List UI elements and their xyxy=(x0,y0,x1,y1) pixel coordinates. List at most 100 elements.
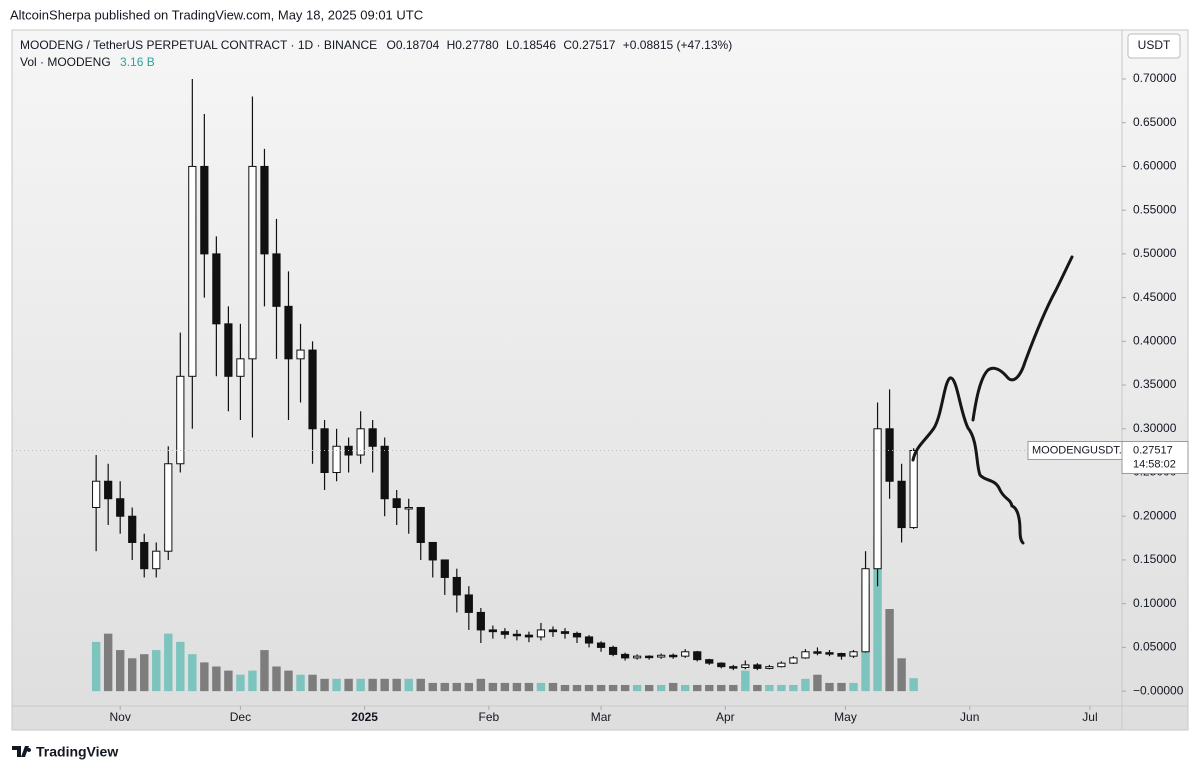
y-tick-label: 0.15000 xyxy=(1133,552,1177,566)
candle-body xyxy=(380,445,389,500)
volume-bar xyxy=(632,684,642,692)
candle-body xyxy=(681,651,690,657)
currency-box[interactable] xyxy=(1127,33,1181,59)
volume-bar xyxy=(248,670,257,692)
y-tick-label: 0.50000 xyxy=(1133,246,1177,260)
volume-bar xyxy=(488,682,498,692)
volume-bar xyxy=(849,682,858,692)
y-tick-label: 0.10000 xyxy=(1133,596,1177,610)
volume-bar xyxy=(380,678,389,692)
volume-bar xyxy=(296,674,305,692)
y-tick-label: 0.55000 xyxy=(1133,202,1177,216)
volume-bar xyxy=(705,684,714,692)
y-tick-label: 0.70000 xyxy=(1133,71,1177,85)
candle-body xyxy=(296,349,305,360)
candle-body xyxy=(104,480,113,500)
volume-bar xyxy=(440,682,449,692)
volume-bar xyxy=(729,684,738,692)
volume-bar xyxy=(681,684,690,692)
footer-brand: TradingView xyxy=(36,744,118,760)
volume-bar xyxy=(656,684,666,692)
volume-bar xyxy=(897,658,906,692)
candle-body xyxy=(248,165,257,360)
candle-body xyxy=(861,568,870,653)
y-tick-label: 0.20000 xyxy=(1133,508,1177,522)
volume-bar xyxy=(212,666,221,692)
candle-body xyxy=(212,253,221,325)
volume-bar xyxy=(548,682,558,692)
candle-body xyxy=(645,655,654,659)
candle-body xyxy=(188,165,197,377)
candle-body xyxy=(224,323,233,377)
volume-bar xyxy=(560,684,570,692)
tradingview-logo xyxy=(12,746,32,757)
volume-bar xyxy=(837,682,846,692)
volume-bar xyxy=(825,682,834,692)
volume-bar xyxy=(356,678,365,692)
candle-body xyxy=(524,634,534,638)
candle-body xyxy=(368,428,377,447)
x-tick-label: Apr xyxy=(716,710,735,724)
volume-legend: Vol · MOODENG 3.16 B xyxy=(20,55,155,69)
volume-bar xyxy=(584,684,594,692)
candle-body xyxy=(500,631,509,635)
volume-bar xyxy=(572,684,582,692)
currency: USDT xyxy=(1138,38,1171,52)
volume-bar xyxy=(452,682,462,692)
volume-bar xyxy=(476,678,486,692)
candle-body xyxy=(849,651,858,657)
candle-body xyxy=(488,629,497,633)
price-tag-label: 0.27517 xyxy=(1133,444,1173,456)
candle-body xyxy=(152,550,161,570)
volume-bar xyxy=(500,682,510,692)
candle-body xyxy=(140,541,149,570)
candle-body xyxy=(717,662,726,668)
volume-bar xyxy=(620,684,630,692)
candle-body xyxy=(452,576,461,596)
candle-body xyxy=(753,664,762,669)
volume-bar xyxy=(332,678,341,692)
x-tick-label: Jun xyxy=(960,710,979,724)
candle-body xyxy=(837,653,846,657)
candle-body xyxy=(777,662,786,668)
volume-bar xyxy=(536,682,546,692)
candle-body xyxy=(548,629,558,633)
candle-body xyxy=(536,629,546,638)
y-tick-label: 0.65000 xyxy=(1133,115,1177,129)
candle-body xyxy=(657,654,666,658)
drawings xyxy=(911,255,1074,545)
volume-bar xyxy=(260,650,269,692)
x-tick-label: 2025 xyxy=(351,710,378,724)
candle-body xyxy=(128,515,137,543)
candle-body xyxy=(897,480,906,529)
candle-body xyxy=(464,594,473,613)
volume-bar xyxy=(115,650,125,692)
drawn-path-down xyxy=(911,376,1025,545)
candle-body xyxy=(308,349,317,430)
candle-body xyxy=(584,636,594,644)
chart-frame xyxy=(11,29,1189,731)
volume-bar xyxy=(284,670,293,692)
candle-body xyxy=(693,651,702,661)
volume-bar xyxy=(320,678,329,692)
high: H0.27780 xyxy=(447,38,499,52)
candle-body xyxy=(92,480,101,508)
volume-bar xyxy=(128,658,137,692)
volume-bar xyxy=(140,654,149,692)
volume-bar xyxy=(428,682,437,692)
x-tick-label: Nov xyxy=(110,710,131,724)
candle-body xyxy=(765,666,774,669)
volume-bar xyxy=(200,662,209,692)
candle-body xyxy=(789,657,798,664)
volume-bar xyxy=(524,682,534,692)
volume-bar xyxy=(873,535,882,692)
candle-body xyxy=(620,653,630,659)
volume-bar xyxy=(404,678,413,692)
x-tick-label: Jul xyxy=(1082,710,1097,724)
candle-body xyxy=(705,659,714,664)
volume-value: 3.16 B xyxy=(120,55,155,69)
candle-body xyxy=(332,445,341,474)
volume-bar xyxy=(596,684,606,692)
low: L0.18546 xyxy=(506,38,556,52)
candle-body xyxy=(909,449,918,529)
